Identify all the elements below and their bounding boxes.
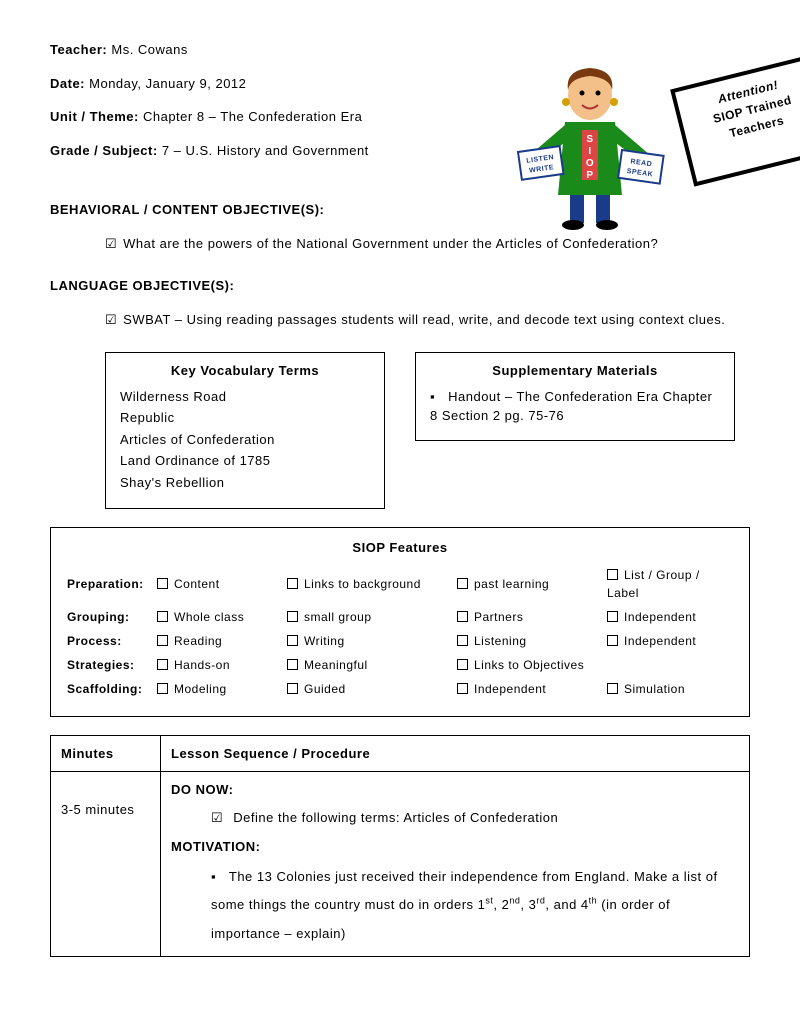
- siop-option: Guided: [287, 680, 457, 698]
- checkbox-icon[interactable]: [457, 659, 468, 670]
- language-title: LANGUAGE OBJECTIVE(S):: [50, 276, 750, 296]
- vocab-item: Shay's Rebellion: [120, 473, 370, 493]
- checked-icon: ☑: [211, 810, 223, 825]
- checkbox-icon[interactable]: [157, 683, 168, 694]
- siop-option: Hands-on: [157, 656, 287, 674]
- procedure-cell: DO NOW: ☑ Define the following terms: Ar…: [161, 772, 750, 957]
- vocab-title: Key Vocabulary Terms: [120, 361, 370, 381]
- checkbox-icon[interactable]: [287, 578, 298, 589]
- col-minutes: Minutes: [51, 735, 161, 772]
- do-now-label: DO NOW:: [171, 780, 739, 800]
- checkbox-icon[interactable]: [157, 611, 168, 622]
- motivation-label: MOTIVATION:: [171, 837, 739, 857]
- siop-option: Independent: [457, 680, 607, 698]
- materials-title: Supplementary Materials: [430, 361, 720, 381]
- header-art: S I O P LISTENWRITE READSPEAK Attention!…: [500, 60, 800, 240]
- siop-option: Listening: [457, 632, 607, 650]
- siop-option: Writing: [287, 632, 457, 650]
- svg-text:P: P: [586, 170, 593, 181]
- siop-row-label: Process:: [67, 632, 157, 650]
- col-procedure: Lesson Sequence / Procedure: [161, 735, 750, 772]
- siop-girl-icon: S I O P LISTENWRITE READSPEAK: [510, 60, 670, 230]
- checkbox-icon[interactable]: [157, 578, 168, 589]
- checkbox-icon[interactable]: [457, 683, 468, 694]
- vocab-item: Land Ordinance of 1785: [120, 451, 370, 471]
- siop-option: Independent: [607, 632, 733, 650]
- siop-row-label: Strategies:: [67, 656, 157, 674]
- materials-item: ▪ Handout – The Confederation Era Chapte…: [430, 387, 720, 426]
- siop-row: Process:ReadingWritingListeningIndepende…: [67, 632, 733, 650]
- svg-text:O: O: [586, 158, 594, 169]
- attention-sign: Attention! SIOP Trained Teachers: [670, 53, 800, 186]
- checkbox-icon[interactable]: [287, 635, 298, 646]
- time-cell: 3-5 minutes: [51, 772, 161, 957]
- checkbox-icon[interactable]: [287, 611, 298, 622]
- checkbox-icon[interactable]: [607, 635, 618, 646]
- checkbox-icon[interactable]: [457, 578, 468, 589]
- vocab-item: Wilderness Road: [120, 387, 370, 407]
- siop-option: small group: [287, 608, 457, 626]
- sequence-table: Minutes Lesson Sequence / Procedure 3-5 …: [50, 735, 750, 958]
- siop-option: Links to background: [287, 575, 457, 593]
- teacher-line: Teacher: Ms. Cowans: [50, 40, 750, 60]
- materials-box: Supplementary Materials ▪ Handout – The …: [415, 352, 735, 441]
- boxes-row: Key Vocabulary Terms Wilderness Road Rep…: [50, 352, 750, 509]
- siop-option: Modeling: [157, 680, 287, 698]
- siop-option: Reading: [157, 632, 287, 650]
- svg-text:I: I: [588, 146, 591, 157]
- siop-row-label: Grouping:: [67, 608, 157, 626]
- checkbox-icon[interactable]: [457, 635, 468, 646]
- checkbox-icon[interactable]: [157, 659, 168, 670]
- siop-option: Whole class: [157, 608, 287, 626]
- siop-option: Partners: [457, 608, 607, 626]
- siop-row: Grouping:Whole classsmall groupPartnersI…: [67, 608, 733, 626]
- siop-row-label: Preparation:: [67, 575, 157, 593]
- siop-row-label: Scaffolding:: [67, 680, 157, 698]
- checkbox-icon[interactable]: [457, 611, 468, 622]
- siop-box: SIOP Features Preparation:ContentLinks t…: [50, 527, 750, 717]
- checkbox-icon[interactable]: [287, 683, 298, 694]
- checked-icon: ☑: [105, 236, 117, 251]
- siop-option: past learning: [457, 575, 607, 593]
- checkbox-icon[interactable]: [287, 659, 298, 670]
- vocab-box: Key Vocabulary Terms Wilderness Road Rep…: [105, 352, 385, 509]
- siop-row: Preparation:ContentLinks to backgroundpa…: [67, 566, 733, 602]
- page: S I O P LISTENWRITE READSPEAK Attention!…: [50, 40, 750, 957]
- siop-option: Independent: [607, 608, 733, 626]
- language-objective: ☑SWBAT – Using reading passages students…: [105, 306, 750, 335]
- siop-option: Meaningful: [287, 656, 457, 674]
- vocab-item: Articles of Confederation: [120, 430, 370, 450]
- do-now-item: ☑ Define the following terms: Articles o…: [211, 808, 739, 828]
- siop-title: SIOP Features: [67, 538, 733, 558]
- checkbox-icon[interactable]: [607, 611, 618, 622]
- motivation-item: ▪ The 13 Colonies just received their in…: [211, 863, 739, 949]
- checkbox-icon[interactable]: [607, 569, 618, 580]
- siop-option: List / Group / Label: [607, 566, 733, 602]
- vocab-list: Wilderness Road Republic Articles of Con…: [120, 387, 370, 493]
- siop-row: Strategies:Hands-onMeaningfulLinks to Ob…: [67, 656, 733, 674]
- siop-option: Simulation: [607, 680, 733, 698]
- siop-row: Scaffolding:ModelingGuidedIndependentSim…: [67, 680, 733, 698]
- siop-option: Links to Objectives: [457, 656, 607, 674]
- checkbox-icon[interactable]: [607, 683, 618, 694]
- checked-icon: ☑: [105, 312, 117, 327]
- checkbox-icon[interactable]: [157, 635, 168, 646]
- siop-option: Content: [157, 575, 287, 593]
- vocab-item: Republic: [120, 408, 370, 428]
- svg-text:S: S: [586, 134, 593, 145]
